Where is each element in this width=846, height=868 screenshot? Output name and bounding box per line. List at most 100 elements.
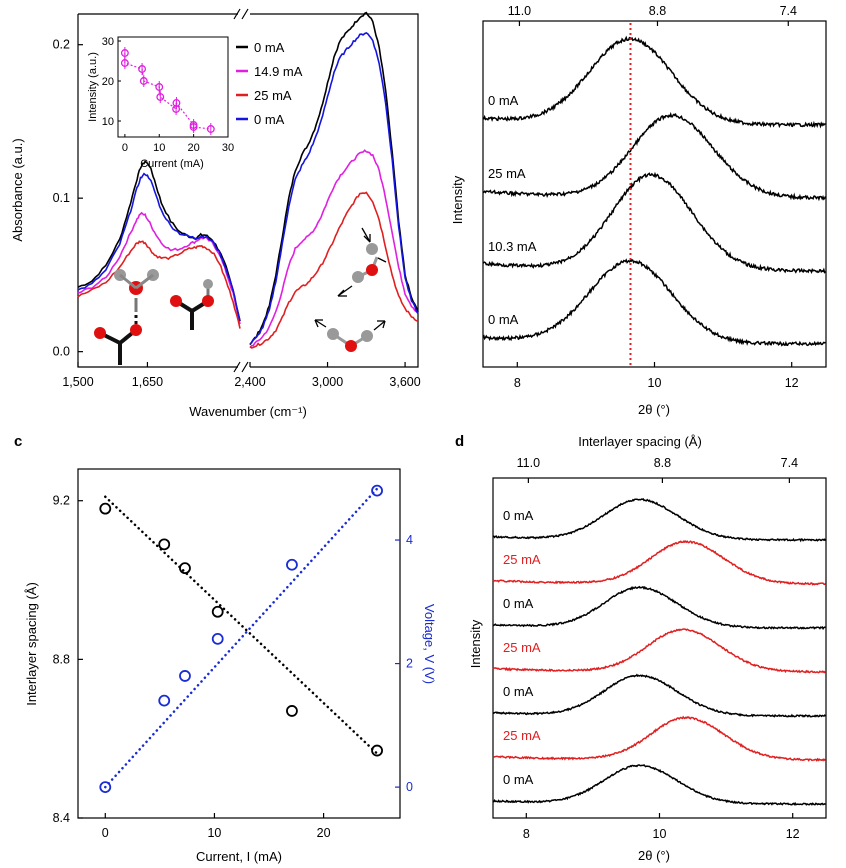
panel-a-absorbance-chart: 1,500 1,650 2,400 3,000 3,600 0.0 0.1 0.2 Waven… <box>10 8 421 419</box>
series-line-0-ma-3-right <box>249 31 419 345</box>
series-label: 0 mA <box>503 508 534 523</box>
inset-data-point <box>120 49 129 57</box>
data-point-interlayer-spacing <box>211 605 224 618</box>
series-label: 0 mA <box>503 596 534 611</box>
inset-y-axis-label: Intensity (a.u.) <box>87 52 99 122</box>
x-tick-label: 10 <box>207 826 221 840</box>
series-label: 25 mA <box>488 166 526 181</box>
y2-axis-label: Voltage, V (V) <box>422 604 437 684</box>
legend-label: 25 mA <box>254 88 292 103</box>
data-point-voltage <box>286 558 298 571</box>
y-axis-label: Intensity <box>468 619 483 668</box>
x-tick-label: 0 <box>102 826 109 840</box>
inset-data-point <box>139 77 148 85</box>
series-line-25-ma-1 <box>492 539 826 586</box>
series-line-0-ma-0-right <box>249 11 419 346</box>
series-label: 0 mA <box>488 93 519 108</box>
inset-y-tick-label: 10 <box>102 116 114 128</box>
series-label: 10.3 mA <box>488 239 537 254</box>
top-axis-tick-label: 8.8 <box>654 456 671 470</box>
y-tick-label: 0.1 <box>53 191 70 205</box>
y-axis-label: Intensity <box>450 175 465 224</box>
x-tick-label: 8 <box>523 827 530 841</box>
panel-label-c: c <box>14 433 22 450</box>
inset-x-tick-label: 30 <box>222 142 234 154</box>
x-tick-label: 10 <box>653 827 667 841</box>
x-tick-label: 8 <box>514 376 521 390</box>
x-axis-label: Current, I (mA) <box>196 849 282 864</box>
inset-chart: 0 10 20 30 10 20 30 Current (mA) Intensity (a.… <box>87 36 234 170</box>
y2-tick-label: 0 <box>406 780 413 794</box>
series-line-14-9-ma-1-left <box>77 211 241 325</box>
inset-data-point <box>120 59 129 67</box>
series-line-0-ma-0-left <box>77 160 241 322</box>
series-label: 0 mA <box>503 684 534 699</box>
top-axis-tick-label: 7.4 <box>780 4 797 18</box>
data-point-voltage <box>99 781 112 794</box>
panel-c-spacing-voltage-chart: c 0 10 20 8.4 8.8 9.2 0 2 4 Current, I (mA) Inte… <box>14 433 437 864</box>
data-point-interlayer-spacing <box>179 562 191 575</box>
inset-data-point <box>189 123 198 131</box>
inset-x-tick-label: 10 <box>153 142 165 154</box>
inset-data-point <box>206 125 215 133</box>
top-axis-tick-label: 8.8 <box>649 4 666 18</box>
y-axis-label: Interlayer spacing (Å) <box>24 582 39 706</box>
inset-x-tick-label: 0 <box>122 142 128 154</box>
data-point-voltage <box>179 670 191 682</box>
inset-data-point <box>155 83 164 91</box>
series-line-14-9-ma-1-right <box>249 149 419 349</box>
molecule-sketch-bent <box>94 269 159 365</box>
x-tick-label: 1,650 <box>132 375 163 389</box>
y-axis-label: Absorbance (a.u.) <box>10 138 25 241</box>
molecule-sketch-carbonyl <box>170 279 214 330</box>
x-tick-label: 20 <box>317 826 331 840</box>
series-line-0-ma-4 <box>492 673 827 718</box>
x-tick-label: 3,600 <box>389 375 420 389</box>
series-line-25-ma-2-right <box>249 191 419 349</box>
inset-data-point <box>156 93 165 101</box>
panel-b-xrd-chart: 0 mA 25 mA 10.3 mA 0 mA 8 10 12 11.0 8.8 7.4 Int… <box>450 4 827 417</box>
fit-line-interlayer-spacing <box>104 495 380 756</box>
data-point-interlayer-spacing <box>99 502 112 515</box>
x-axis-label: Wavenumber (cm⁻¹) <box>189 404 307 419</box>
data-point-interlayer-spacing <box>371 744 383 757</box>
inset-x-tick-label: 20 <box>188 142 200 154</box>
data-point-interlayer-spacing <box>286 705 298 717</box>
x-tick-label: 3,000 <box>312 375 343 389</box>
series-line-0-ma-6 <box>492 764 826 806</box>
inset-y-tick-label: 30 <box>102 36 114 48</box>
series-line-0-ma-0 <box>492 498 827 543</box>
data-point-interlayer-spacing <box>158 538 171 551</box>
inset-data-point <box>172 105 181 113</box>
series-line-0-ma-3-left <box>77 172 241 322</box>
series-label: 25 mA <box>503 552 541 567</box>
data-point-voltage <box>158 694 171 707</box>
inset-x-axis-label: Current (mA) <box>140 158 204 170</box>
fit-line-voltage <box>104 486 380 789</box>
legend-label: 0 mA <box>254 112 285 127</box>
series-label: 25 mA <box>503 728 541 743</box>
inset-frame <box>117 36 229 138</box>
series-line-10-3-ma-2 <box>482 171 826 274</box>
y2-tick-label: 4 <box>406 533 413 547</box>
inset-y-tick-label: 20 <box>102 76 114 88</box>
data-point-voltage <box>371 484 383 497</box>
series-label: 25 mA <box>503 640 541 655</box>
legend-label: 14.9 mA <box>254 64 303 79</box>
series-line-0-ma-2 <box>492 585 826 631</box>
legend: 0 mA 14.9 mA 25 mA 0 mA <box>236 40 303 127</box>
y-tick-label: 0.0 <box>53 345 70 359</box>
series-line-25-ma-2-left <box>77 240 241 329</box>
top-axis-tick-label: 7.4 <box>781 456 798 470</box>
molecule-sketch-water-stretch-2 <box>314 319 386 352</box>
series-line-25-ma-1 <box>482 111 827 202</box>
series-line-25-ma-3 <box>492 628 827 674</box>
inset-data-point <box>138 65 147 73</box>
x-tick-label: 12 <box>786 827 800 841</box>
y-tick-label: 0.2 <box>53 38 70 52</box>
x-tick-label: 1,500 <box>62 375 93 389</box>
panel-c-frame <box>77 468 401 819</box>
x-axis-label: 2θ (°) <box>638 848 670 863</box>
series-label: 0 mA <box>488 312 519 327</box>
